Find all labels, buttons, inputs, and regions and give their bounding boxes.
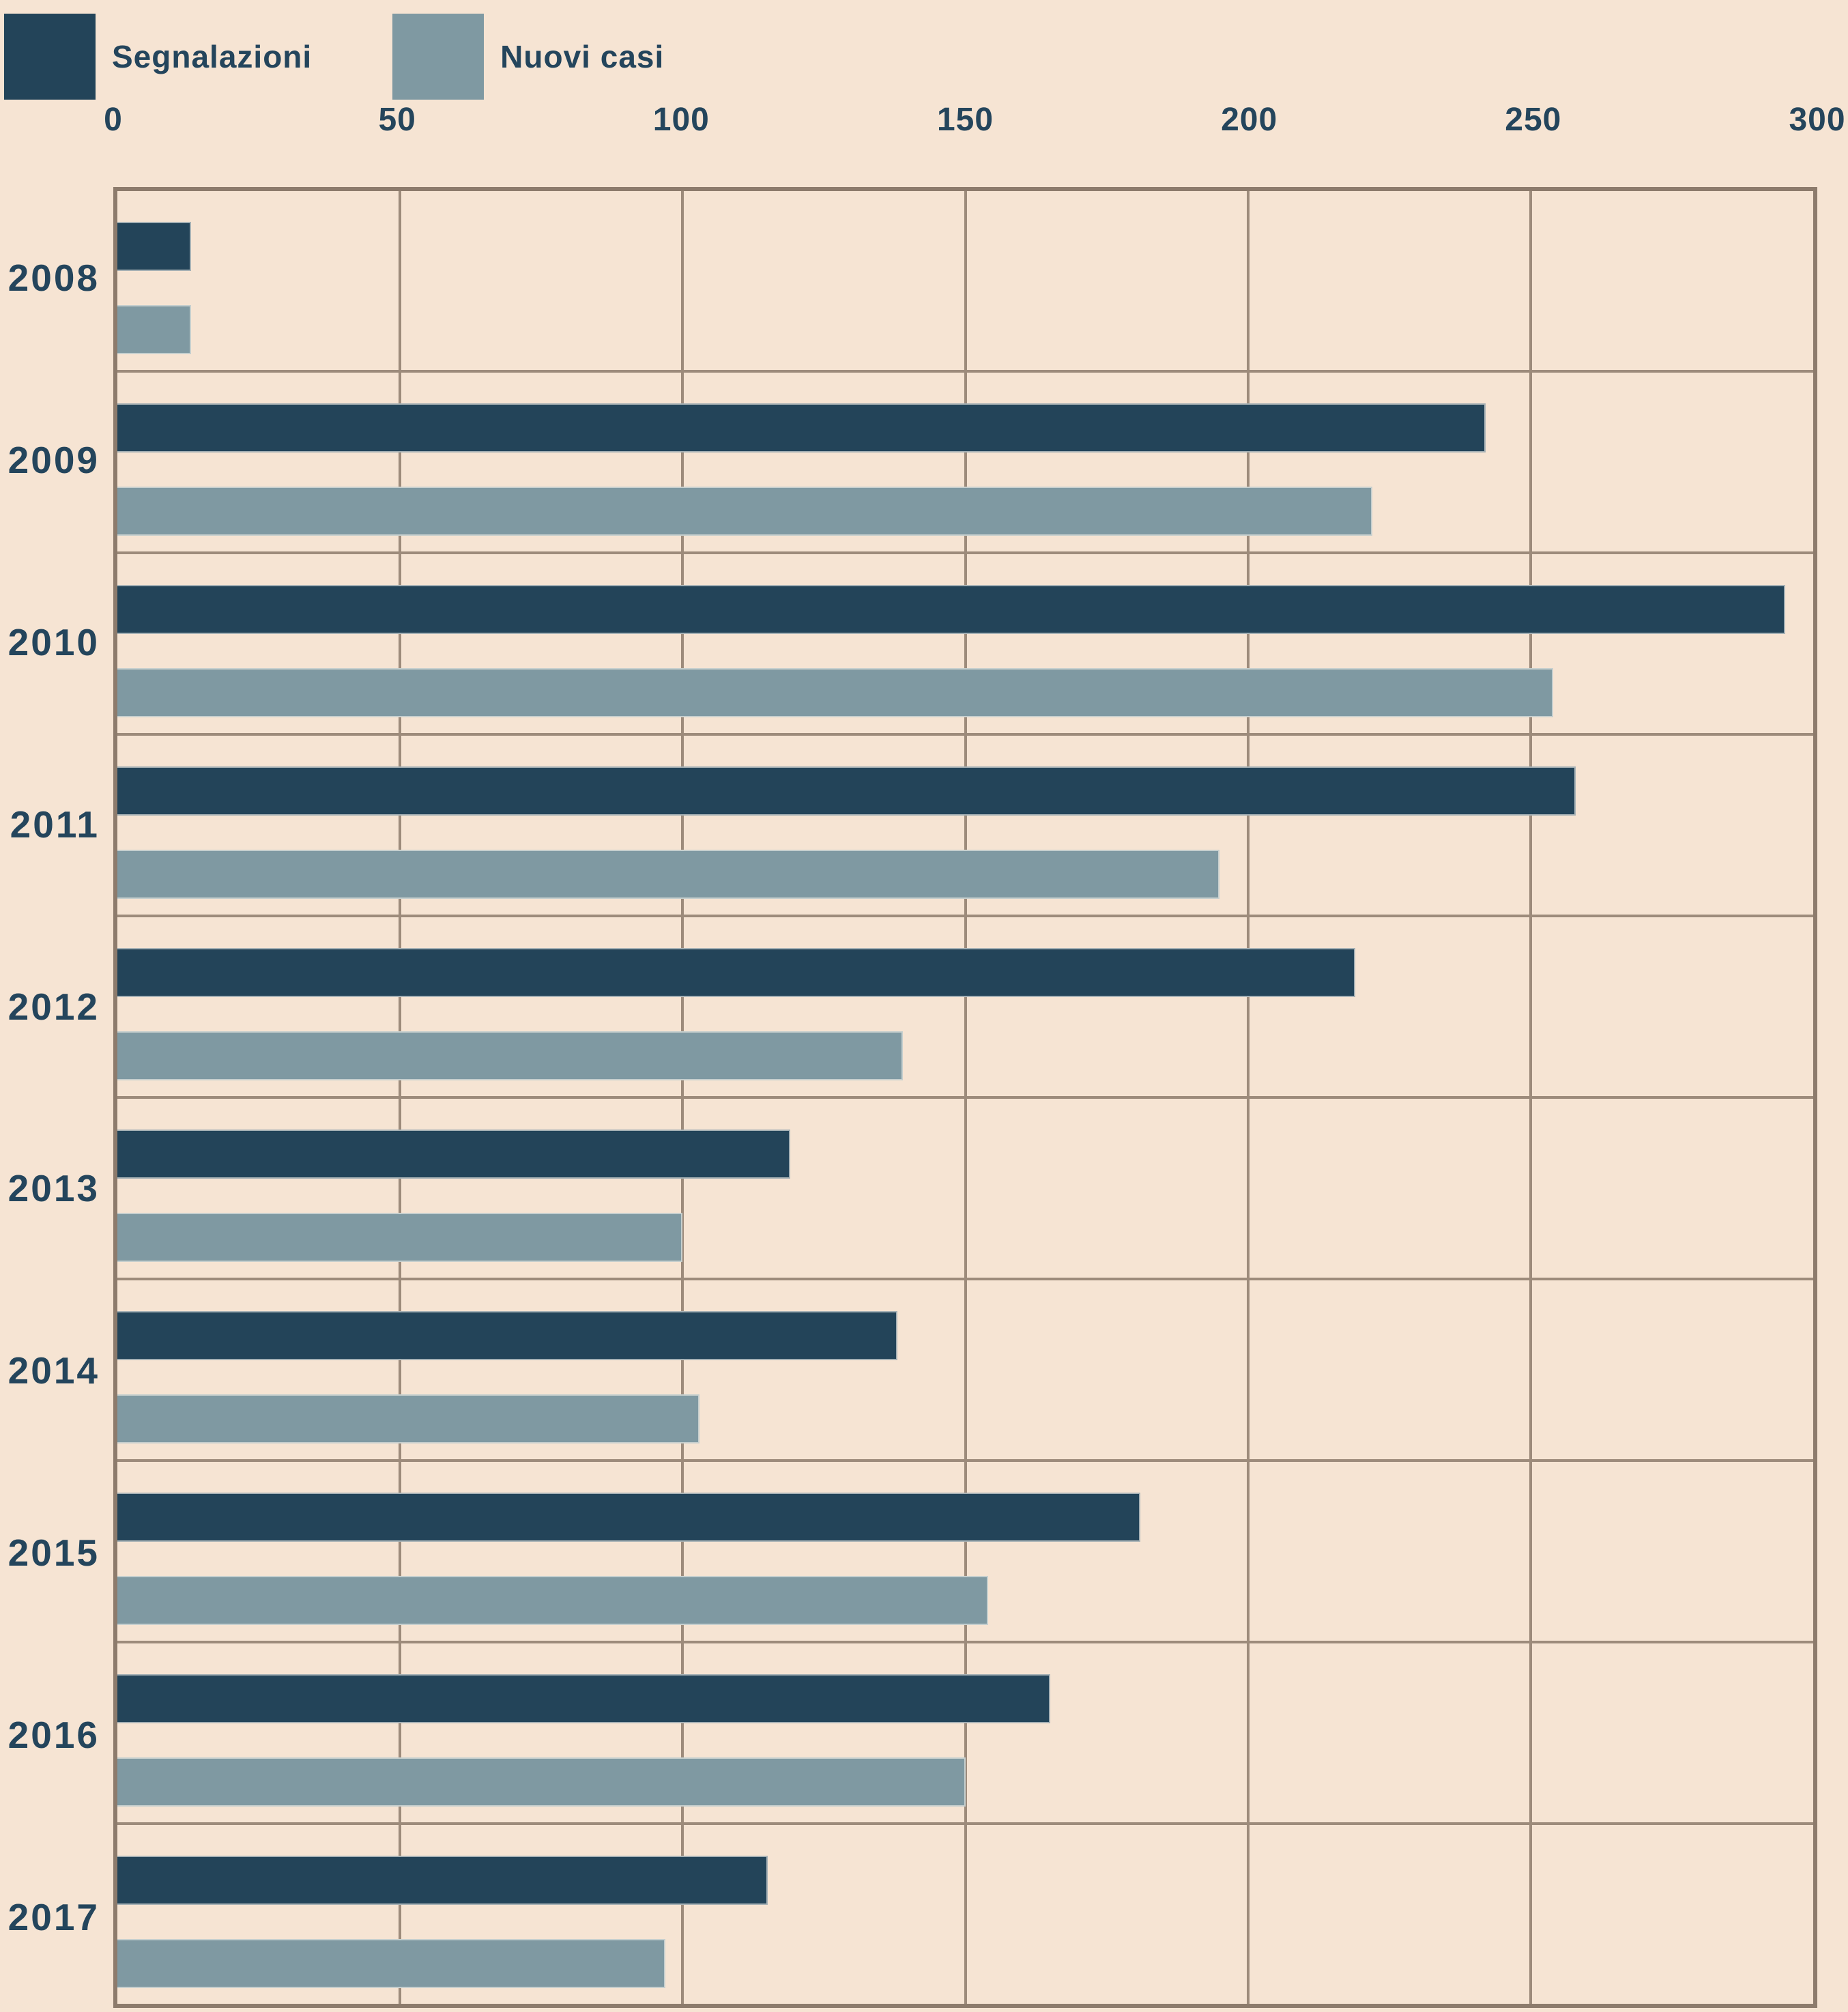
y-label-2016: 2016 [8,1713,100,1756]
bar-segnalazioni-2011 [117,766,1576,816]
bar-segnalazioni-2012 [117,948,1356,997]
bar-segnalazioni-2016 [117,1674,1050,1723]
bar-nuovi-casi-2010 [117,668,1553,717]
bar-segnalazioni-2009 [117,403,1486,452]
x-tick-label-150: 150 [936,102,994,138]
row-2010 [117,554,1813,736]
y-label-2013: 2013 [8,1167,100,1210]
row-2016 [117,1643,1813,1825]
x-tick-label-250: 250 [1505,102,1562,138]
y-label-2010: 2010 [8,621,100,663]
legend-swatch-segnalazioni [4,14,96,100]
row-2013 [117,1099,1813,1280]
row-2011 [117,736,1813,917]
bar-nuovi-casi-2016 [117,1757,966,1807]
row-2017 [117,1825,1813,2004]
row-2015 [117,1462,1813,1643]
y-label-2014: 2014 [8,1349,100,1392]
y-label-2009: 2009 [8,439,100,482]
bar-nuovi-casi-2015 [117,1576,988,1625]
legend: Segnalazioni Nuovi casi [4,14,664,100]
y-axis: 2008 2009 2010 2011 2012 2013 2014 2015 2016 2017 [0,187,100,2008]
x-tick-label-100: 100 [652,102,710,138]
bar-nuovi-casi-2008 [117,305,191,354]
bar-nuovi-casi-2013 [117,1213,683,1262]
row-2012 [117,917,1813,1099]
legend-label-segnalazioni: Segnalazioni [112,39,313,74]
bar-segnalazioni-2008 [117,222,191,271]
plot-area [113,187,1817,2008]
bar-segnalazioni-2013 [117,1130,790,1179]
bar-segnalazioni-2017 [117,1856,768,1905]
bar-nuovi-casi-2009 [117,487,1372,536]
category-rows [117,191,1813,2004]
bar-segnalazioni-2014 [117,1311,898,1360]
row-2008 [117,191,1813,373]
y-label-2008: 2008 [8,257,100,300]
y-label-2017: 2017 [8,1895,100,1938]
legend-label-nuovi-casi: Nuovi casi [500,39,665,74]
y-label-2012: 2012 [8,985,100,1028]
bar-nuovi-casi-2012 [117,1031,904,1080]
legend-item-segnalazioni: Segnalazioni [4,14,312,100]
x-tick-label-300: 300 [1789,102,1846,138]
x-tick-label-50: 50 [378,102,416,138]
bar-nuovi-casi-2014 [117,1394,700,1443]
x-tick-label-200: 200 [1221,102,1278,138]
bar-nuovi-casi-2017 [117,1939,666,1988]
legend-swatch-nuovi-casi [392,14,485,100]
y-label-2011: 2011 [10,803,100,846]
bar-segnalazioni-2010 [117,585,1785,634]
row-2009 [117,373,1813,554]
bar-nuovi-casi-2011 [117,850,1220,899]
row-2014 [117,1280,1813,1462]
legend-item-nuovi-casi: Nuovi casi [392,14,664,100]
y-label-2015: 2015 [8,1532,100,1574]
x-axis: 0 50 100 150 200 250 300 [104,101,1845,142]
x-tick-label-0: 0 [104,102,123,138]
bar-segnalazioni-2015 [117,1493,1141,1542]
